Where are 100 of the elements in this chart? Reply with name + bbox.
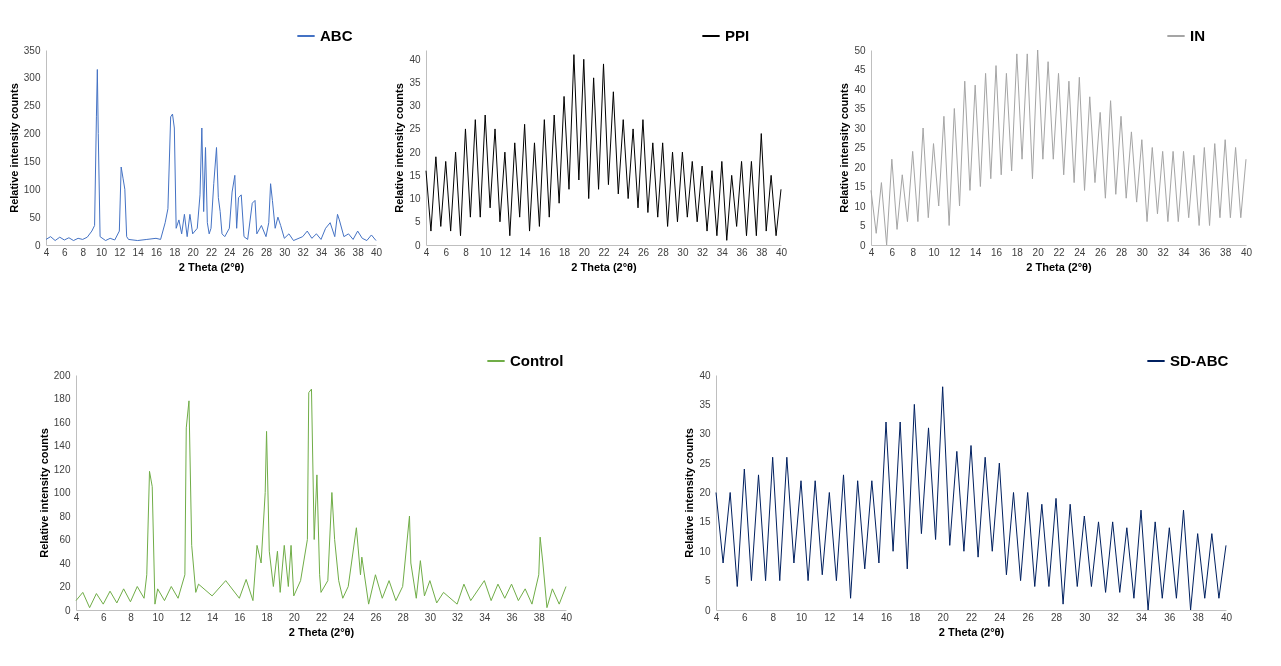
x-tick-label: 28 [397,611,410,623]
x-tick-label: 12 [949,246,961,258]
y-tick-label: 25 [409,123,421,135]
y-tick-label: 45 [854,64,866,75]
x-tick-label: 4 [868,246,875,258]
x-tick-label: 36 [736,246,749,258]
y-tick-label: 10 [854,200,866,212]
x-tick-label: 36 [1164,611,1176,623]
legend-label: SD-ABC [1170,352,1229,369]
x-tick-label: 14 [970,246,982,258]
y-tick-label: 30 [699,428,711,440]
x-tick-label: 34 [1178,246,1190,258]
x-tick-label: 22 [598,246,610,258]
x-tick-label: 8 [80,246,87,258]
y-tick-label: 40 [59,557,71,569]
y-tick-label: 30 [409,100,421,112]
y-axis-title: Relative intensity counts [393,83,406,213]
x-tick-label: 30 [1136,246,1149,258]
x-tick-label: 36 [334,246,346,258]
x-tick-label: 26 [1095,246,1107,258]
y-tick-label: 180 [53,393,71,404]
x-tick-label: 40 [1240,246,1253,258]
y-tick-label: 40 [854,83,866,95]
x-tick-label: 24 [343,611,355,623]
y-tick-label: 10 [409,193,421,205]
x-tick-label: 10 [795,611,808,623]
y-tick-label: 160 [53,416,71,428]
y-tick-label: 10 [699,545,711,557]
x-axis-title: 2 Theta (2°θ) [178,260,245,273]
x-tick-label: 6 [62,246,69,258]
x-tick-label: 12 [824,611,836,623]
y-tick-label: 20 [854,161,866,173]
y-tick-label: 35 [854,103,866,114]
x-tick-label: 6 [742,611,749,623]
y-tick-label: 100 [23,183,41,195]
x-tick-label: 30 [1079,611,1091,623]
x-tick-label: 26 [1022,611,1035,623]
x-tick-label: 40 [370,246,383,258]
y-tick-label: 200 [23,128,41,140]
y-tick-label: 120 [53,463,71,475]
y-tick-label: 0 [704,604,711,616]
x-tick-label: 34 [1135,611,1148,623]
x-tick-label: 14 [519,246,532,258]
x-tick-label: 26 [242,246,255,258]
x-tick-label: 16 [150,246,163,258]
x-tick-label: 8 [128,611,135,623]
x-axis-title: 2 Theta (2°θ) [938,625,1005,638]
x-tick-label: 18 [169,246,181,258]
x-tick-label: 30 [279,246,291,258]
y-tick-label: 50 [854,44,866,56]
y-tick-label: 350 [23,44,41,56]
x-tick-label: 20 [1032,246,1045,258]
y-axis-title: Relative intensity counts [838,83,851,213]
x-tick-label: 36 [506,611,519,623]
x-tick-label: 32 [697,246,709,258]
x-tick-label: 36 [1199,246,1211,258]
x-tick-label: 40 [1220,611,1233,623]
x-tick-label: 38 [756,246,768,258]
line-series [870,49,1247,246]
legend-label: Control [510,352,564,369]
x-tick-label: 40 [560,611,573,623]
y-tick-label: 35 [699,398,711,410]
x-tick-label: 18 [558,246,571,258]
x-tick-label: 18 [1011,246,1024,258]
y-tick-label: 50 [29,211,41,223]
y-tick-label: 35 [409,77,421,88]
y-tick-label: 25 [854,142,866,153]
y-tick-label: 150 [23,155,41,167]
x-tick-label: 12 [499,246,512,258]
x-tick-label: 10 [480,246,492,258]
y-tick-label: 100 [53,487,71,498]
y-axis-title: Relative intensity counts [7,83,20,213]
y-tick-label: 5 [414,216,421,228]
x-tick-label: 4 [73,611,80,623]
y-tick-label: 300 [23,72,41,84]
x-tick-label: 24 [1074,246,1086,258]
x-tick-label: 4 [43,246,50,258]
y-tick-label: 0 [859,239,866,251]
x-tick-label: 28 [260,246,273,258]
x-tick-label: 32 [1157,246,1170,258]
x-tick-label: 14 [207,611,219,623]
x-tick-label: 4 [423,246,430,258]
x-tick-label: 18 [261,611,274,623]
x-axis-title: 2 Theta (2°θ) [288,625,355,638]
x-tick-label: 24 [994,611,1006,623]
x-tick-label: 8 [770,611,777,623]
y-tick-label: 30 [854,122,866,134]
x-tick-label: 26 [637,246,650,258]
y-tick-label: 20 [409,146,421,158]
x-tick-label: 18 [909,611,921,623]
x-tick-label: 20 [578,246,591,258]
x-tick-label: 6 [100,611,107,623]
y-tick-label: 5 [704,575,711,587]
x-tick-label: 20 [937,611,950,623]
x-tick-label: 38 [533,611,546,623]
x-tick-label: 32 [1107,611,1120,623]
line-series [425,54,782,241]
x-tick-label: 40 [775,246,788,258]
x-tick-label: 6 [889,246,896,258]
x-tick-label: 8 [910,246,917,258]
